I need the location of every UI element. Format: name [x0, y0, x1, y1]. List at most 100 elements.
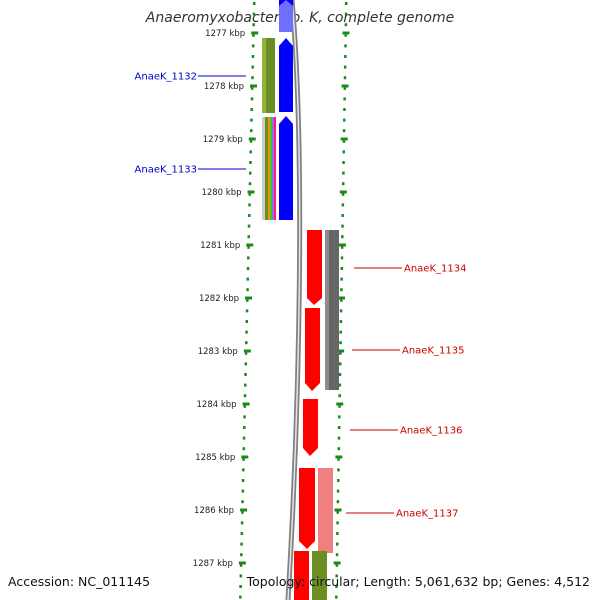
ruler-major-tick: [247, 190, 255, 194]
ruler-major-tick: [334, 508, 342, 512]
ruler-minor-tick: [240, 532, 244, 535]
gene-block-multicolor: [262, 117, 276, 220]
ruler-minor-tick: [243, 426, 246, 429]
ruler-minor-tick: [342, 171, 345, 175]
ruler-major-tick: [238, 561, 246, 565]
ruler-minor-tick: [244, 362, 248, 366]
ruler-minor-tick: [251, 44, 255, 48]
ruler-major-tick: [248, 137, 256, 141]
gene-labels: AnaeK_1132 AnaeK_1133 AnaeK_1134 AnaeK_1135…: [135, 72, 467, 520]
ruler-minor-tick: [250, 97, 254, 101]
ruler-minor-tick: [239, 563, 243, 567]
ruler-minor-tick: [249, 150, 252, 154]
ruler-minor-tick: [338, 383, 342, 387]
ruler-left: 1277 kbp 1278 kbp 1279 kbp 1280 kbp 1281 kbp…: [193, 2, 259, 599]
ruler-minor-tick: [343, 108, 346, 111]
ruler-major-tick: [338, 296, 346, 300]
ruler-minor-tick: [338, 415, 341, 419]
ruler-minor-tick: [339, 341, 342, 345]
ruler-minor-tick: [344, 12, 348, 16]
ruler-minor-tick: [335, 542, 339, 546]
ruler-minor-tick: [246, 298, 249, 302]
ruler-minor-tick: [248, 192, 252, 196]
ruler-minor-tick: [245, 320, 249, 323]
ruler-major-tick: [240, 508, 248, 512]
ruler-major-tick: [339, 190, 347, 194]
ruler-minor-tick: [341, 235, 344, 239]
ruler-minor-tick: [249, 139, 253, 143]
gene-arrow-gray-shade: [325, 230, 329, 390]
ruler-minor-tick: [336, 510, 339, 514]
ruler-major-tick: [336, 402, 344, 406]
ruler-minor-tick: [335, 574, 338, 578]
ruler-major-tick: [249, 84, 257, 88]
gene-arrow-red: [299, 468, 315, 549]
ruler-minor-tick: [247, 235, 251, 239]
ruler-minor-tick: [249, 161, 252, 164]
ruler-minor-tick: [240, 553, 243, 557]
gene-arrow-blue-faded: [279, 0, 293, 32]
ruler-minor-tick: [340, 245, 344, 249]
ruler-minor-tick: [241, 500, 244, 504]
ruler-major-tick: [333, 561, 341, 565]
ruler-major-tick: [243, 349, 251, 353]
ruler-minor-tick: [246, 277, 250, 281]
ruler-minor-tick: [247, 224, 251, 228]
ruler-minor-tick: [335, 563, 339, 567]
ruler-minor-tick: [335, 585, 338, 588]
ruler-minor-tick: [252, 2, 256, 5]
ruler-minor-tick: [339, 309, 343, 313]
ruler-label: 1277 kbp: [205, 29, 245, 39]
genome-title: Anaeromyxobacter sp. K, complete genome: [145, 10, 455, 26]
ruler-minor-tick: [248, 171, 252, 175]
ruler-minor-tick: [241, 510, 244, 514]
gene-block-red: [294, 230, 322, 600]
ruler-minor-tick: [342, 150, 345, 154]
ruler-minor-tick: [247, 245, 250, 249]
gene-arrow-red: [303, 399, 318, 456]
ruler-major-tick: [242, 402, 250, 406]
ruler-major-tick: [241, 455, 249, 459]
ruler-minor-tick: [338, 394, 341, 398]
gene-arrow-pink: [318, 468, 333, 553]
ruler-minor-tick: [246, 288, 249, 292]
ruler-minor-tick: [244, 383, 247, 387]
accession-text: Accession: NC_011145: [8, 574, 151, 589]
ruler-minor-tick: [344, 44, 347, 48]
ruler-minor-tick: [342, 129, 346, 133]
ruler-minor-tick: [343, 76, 347, 80]
ruler-minor-tick: [242, 447, 246, 451]
gene-block-olive-bottom: [312, 551, 327, 600]
ruler-minor-tick: [336, 500, 340, 504]
ruler-minor-tick: [342, 139, 346, 143]
ruler-major-tick: [342, 31, 350, 35]
gene-label[interactable]: AnaeK_1134: [404, 264, 466, 275]
ruler-minor-tick: [250, 108, 253, 111]
ruler-minor-tick: [342, 161, 345, 164]
ruler-minor-tick: [251, 55, 255, 58]
genome-backbone-highlight: [287, 0, 301, 600]
gene-label[interactable]: AnaeK_1137: [396, 509, 458, 520]
ruler-minor-tick: [339, 351, 342, 355]
ruler-minor-tick: [242, 457, 245, 461]
ruler-minor-tick: [252, 33, 255, 37]
ruler-minor-tick: [337, 447, 341, 451]
gene-label[interactable]: AnaeK_1133: [135, 165, 197, 176]
ruler-label: 1285 kbp: [195, 453, 235, 463]
ruler-minor-tick: [252, 12, 256, 16]
ruler-minor-tick: [337, 426, 341, 429]
ruler-minor-tick: [247, 256, 250, 260]
ruler-minor-tick: [335, 595, 338, 599]
ruler-minor-tick: [338, 362, 342, 366]
ruler-minor-tick: [241, 479, 245, 482]
ruler-minor-tick: [337, 479, 340, 482]
ruler-minor-tick: [243, 404, 247, 408]
ruler-major-tick: [335, 455, 343, 459]
ruler-minor-tick: [245, 330, 248, 334]
ruler-minor-tick: [251, 76, 254, 80]
gene-label[interactable]: AnaeK_1136: [400, 426, 462, 437]
ruler-minor-tick: [239, 585, 242, 588]
gene-label[interactable]: AnaeK_1135: [402, 346, 464, 357]
gene-label[interactable]: AnaeK_1132: [135, 72, 197, 83]
